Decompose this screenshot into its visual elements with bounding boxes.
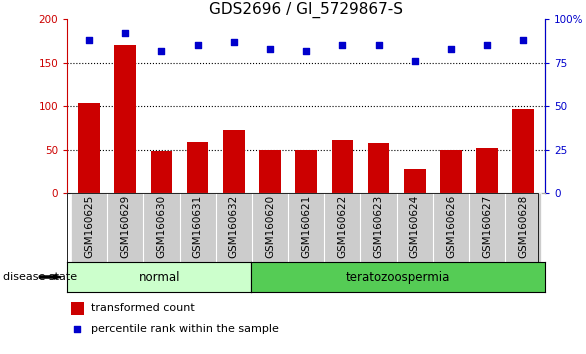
Bar (404, 169, 425, 193)
Bar (151, 151, 172, 193)
Bar (367, 143, 390, 193)
Point (229, 39, 239, 45)
Bar (223, 131, 245, 193)
Bar (187, 142, 209, 193)
Text: GSM160621: GSM160621 (301, 195, 311, 258)
FancyBboxPatch shape (324, 193, 360, 262)
FancyBboxPatch shape (71, 193, 107, 262)
Text: GSM160632: GSM160632 (229, 195, 239, 258)
Text: GSM160624: GSM160624 (410, 195, 420, 258)
Bar (114, 45, 136, 193)
Text: GSM160623: GSM160623 (373, 195, 384, 258)
Point (265, 46, 275, 52)
Text: GSM160625: GSM160625 (84, 195, 94, 258)
Point (302, 48, 311, 53)
Point (446, 46, 455, 52)
Bar (476, 148, 498, 193)
Text: GSM160630: GSM160630 (156, 195, 166, 258)
Text: GSM160626: GSM160626 (446, 195, 456, 258)
FancyBboxPatch shape (252, 193, 288, 262)
Text: GSM160622: GSM160622 (338, 195, 347, 258)
Bar (79, 103, 100, 193)
Text: GSM160631: GSM160631 (193, 195, 203, 258)
FancyBboxPatch shape (216, 193, 252, 262)
Point (338, 42, 347, 48)
Text: GSM160628: GSM160628 (518, 195, 528, 258)
Bar (259, 149, 281, 193)
FancyBboxPatch shape (433, 193, 469, 262)
FancyBboxPatch shape (107, 193, 144, 262)
Point (482, 42, 492, 48)
Text: disease state: disease state (3, 272, 77, 282)
Bar (295, 149, 317, 193)
Bar (71, 302, 84, 315)
Point (73, 326, 82, 332)
Point (121, 30, 130, 36)
Bar (440, 149, 462, 193)
FancyBboxPatch shape (469, 193, 505, 262)
Bar (332, 140, 353, 193)
Point (374, 42, 383, 48)
Point (193, 42, 202, 48)
Text: GSM160620: GSM160620 (265, 195, 275, 258)
FancyBboxPatch shape (144, 193, 179, 262)
Point (519, 38, 528, 43)
Text: GSM160627: GSM160627 (482, 195, 492, 258)
Text: transformed count: transformed count (91, 303, 195, 313)
Text: percentile rank within the sample: percentile rank within the sample (91, 324, 279, 334)
FancyBboxPatch shape (288, 193, 324, 262)
Text: GSM160629: GSM160629 (120, 195, 130, 258)
FancyBboxPatch shape (505, 193, 541, 262)
FancyBboxPatch shape (179, 193, 216, 262)
Text: teratozoospermia: teratozoospermia (346, 270, 450, 284)
FancyBboxPatch shape (397, 193, 433, 262)
Point (410, 58, 420, 64)
Point (157, 48, 166, 53)
Title: GDS2696 / GI_5729867-S: GDS2696 / GI_5729867-S (209, 2, 403, 18)
Point (84, 38, 94, 43)
Text: normal: normal (138, 270, 180, 284)
Bar (512, 109, 534, 193)
FancyBboxPatch shape (360, 193, 397, 262)
